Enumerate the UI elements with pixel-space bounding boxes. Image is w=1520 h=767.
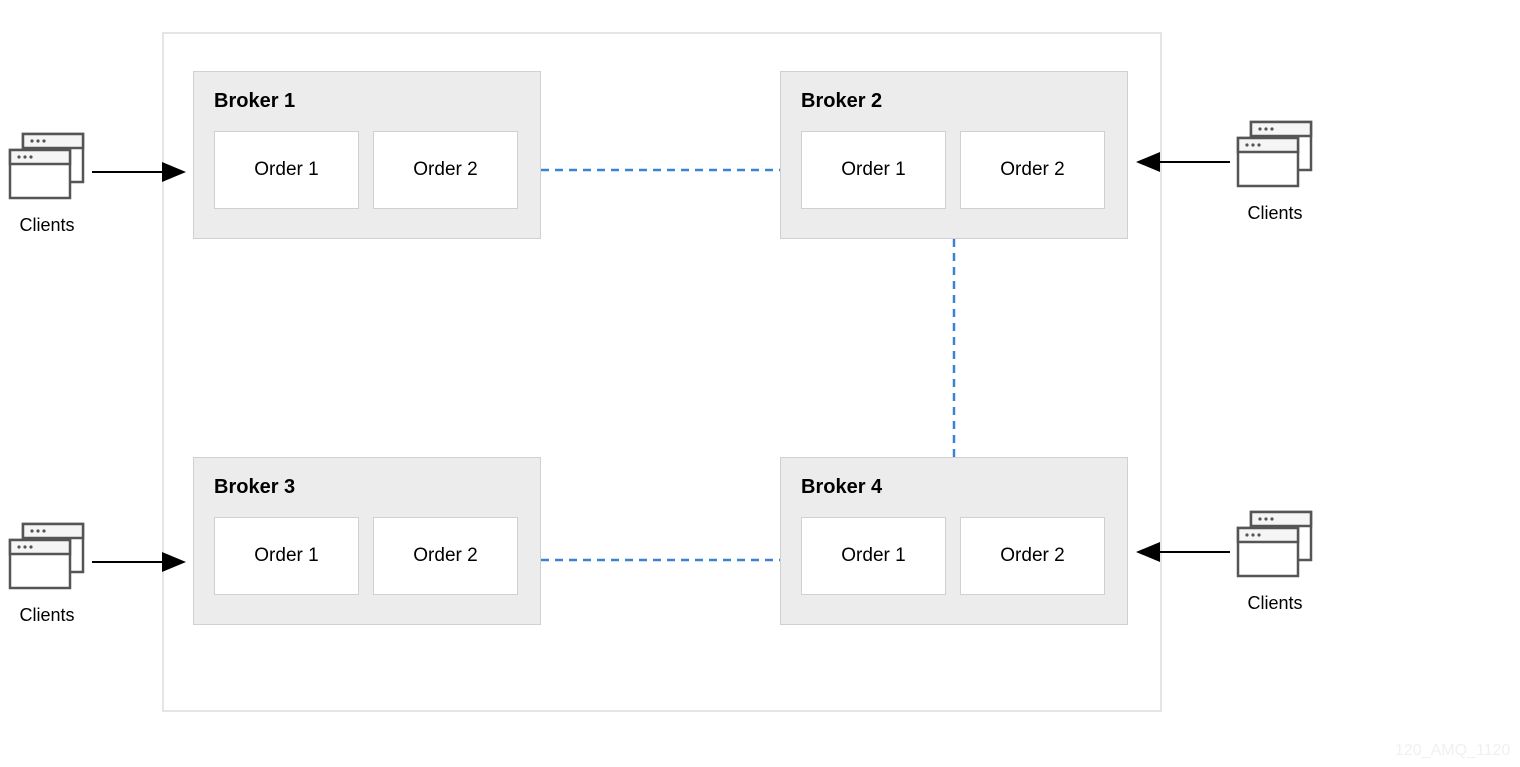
broker-2-order-2: Order 2: [960, 131, 1105, 209]
broker-4-order-1: Order 1: [801, 517, 946, 595]
clients-label: Clients: [6, 605, 88, 626]
clients-label: Clients: [6, 215, 88, 236]
broker-4-orders: Order 1 Order 2: [801, 517, 1107, 595]
broker-3-order-1: Order 1: [214, 517, 359, 595]
clients-bottom-left: Clients: [6, 520, 88, 626]
broker-1-title: Broker 1: [214, 90, 520, 113]
broker-3-title: Broker 3: [214, 476, 520, 499]
broker-3: Broker 3 Order 1 Order 2: [193, 457, 541, 625]
broker-2-title: Broker 2: [801, 90, 1107, 113]
clients-label: Clients: [1234, 203, 1316, 224]
broker-4-order-2: Order 2: [960, 517, 1105, 595]
clients-top-right: Clients: [1234, 118, 1316, 224]
broker-1-order-1: Order 1: [214, 131, 359, 209]
broker-2-order-1: Order 1: [801, 131, 946, 209]
broker-1: Broker 1 Order 1 Order 2: [193, 71, 541, 239]
broker-1-orders: Order 1 Order 2: [214, 131, 520, 209]
broker-2: Broker 2 Order 1 Order 2: [780, 71, 1128, 239]
broker-4-title: Broker 4: [801, 476, 1107, 499]
watermark: 120_AMQ_1120: [1395, 742, 1510, 760]
clients-top-left: Clients: [6, 130, 88, 236]
broker-1-order-2: Order 2: [373, 131, 518, 209]
broker-3-orders: Order 1 Order 2: [214, 517, 520, 595]
windows-icon: [1234, 508, 1316, 580]
broker-2-orders: Order 1 Order 2: [801, 131, 1107, 209]
windows-icon: [6, 520, 88, 592]
windows-icon: [1234, 118, 1316, 190]
clients-label: Clients: [1234, 593, 1316, 614]
clients-bottom-right: Clients: [1234, 508, 1316, 614]
broker-3-order-2: Order 2: [373, 517, 518, 595]
broker-4: Broker 4 Order 1 Order 2: [780, 457, 1128, 625]
windows-icon: [6, 130, 88, 202]
